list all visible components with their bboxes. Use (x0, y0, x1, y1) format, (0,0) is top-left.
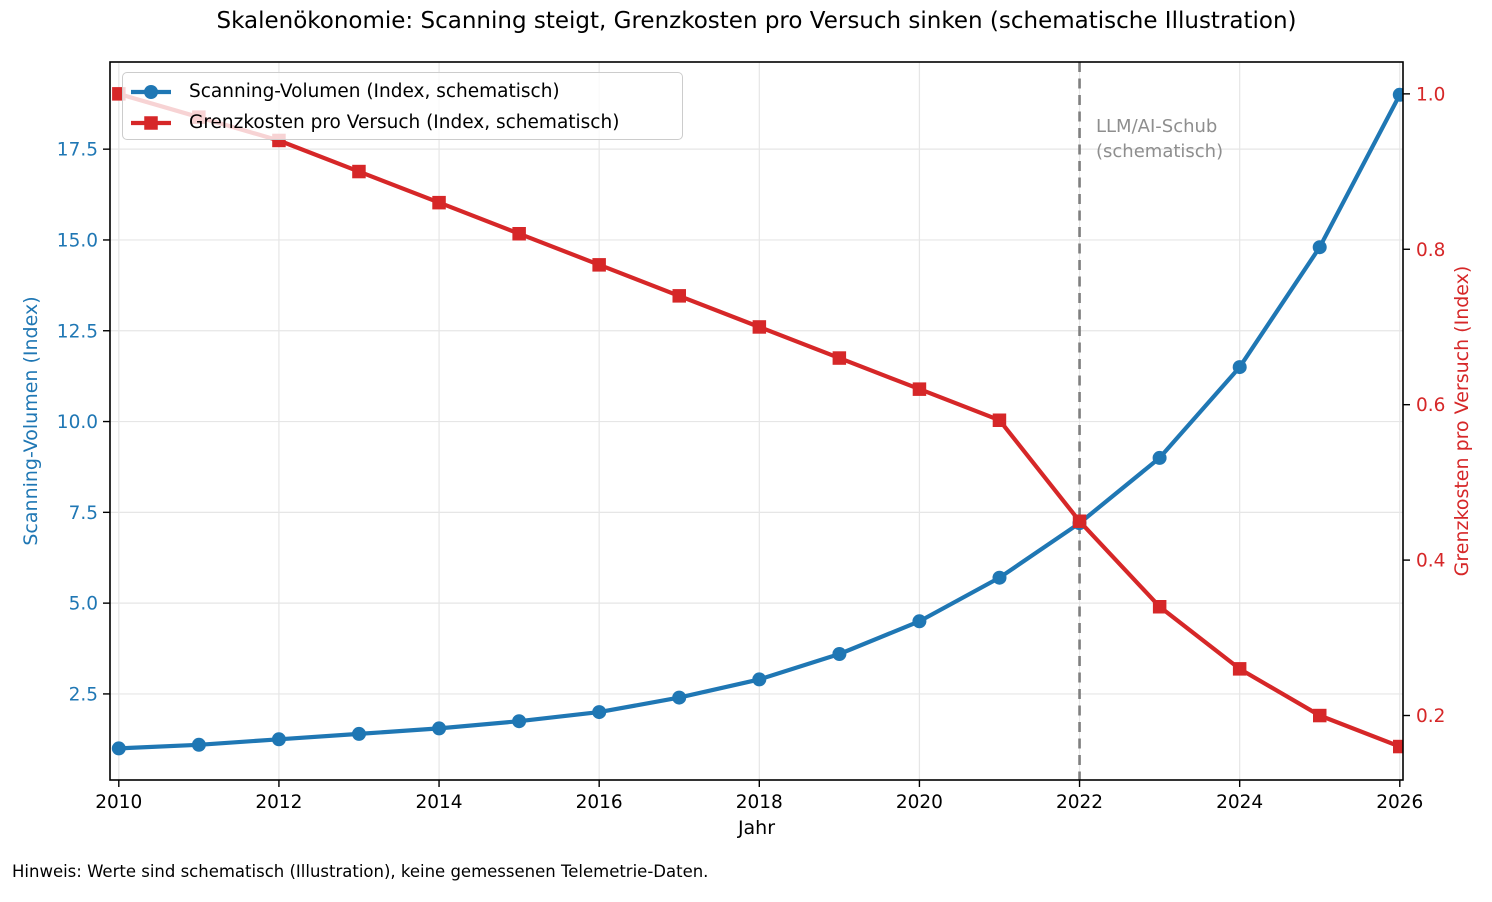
x-tick-label: 2016 (576, 792, 623, 813)
data-point-circle (672, 690, 687, 705)
legend-label: Grenzkosten pro Versuch (Index, schemati… (189, 112, 620, 133)
y-right-tick-label: 0.4 (1416, 551, 1445, 572)
data-point-circle (752, 672, 767, 687)
y-left-tick-label: 17.5 (57, 140, 98, 161)
data-point-square (512, 227, 526, 241)
data-point-square (832, 351, 847, 365)
footer-note: Hinweis: Werte sind schematisch (Illustr… (12, 862, 709, 881)
y-left-tick-label: 15.0 (57, 230, 98, 251)
data-point-circle (352, 726, 366, 741)
series-group (111, 87, 1403, 756)
x-tick-label: 2020 (896, 792, 943, 813)
y-axis-label-right: Grenzkosten pro Versuch (Index) (1451, 265, 1473, 577)
x-tick-label: 2018 (736, 792, 783, 813)
data-point-circle (832, 647, 847, 661)
event-annotation: LLM/AI-Schub (schematisch) (1096, 114, 1223, 164)
x-tick-label: 2026 (1376, 792, 1423, 813)
data-point-square (1232, 662, 1247, 676)
chart-title: Skalenökonomie: Scanning steigt, Grenzko… (216, 8, 1297, 34)
data-point-square (1152, 600, 1167, 614)
data-point-circle (1392, 87, 1403, 102)
legend: Scanning-Volumen (Index, schematisch) Gr… (122, 72, 683, 140)
data-point-square (352, 164, 366, 179)
data-point-circle (512, 714, 527, 729)
y-right-tick-label: 0.6 (1416, 395, 1445, 416)
data-point-square (432, 195, 446, 210)
x-tick-label: 2022 (1056, 792, 1103, 813)
data-point-circle (912, 614, 927, 629)
y-left-tick-label: 10.0 (57, 412, 98, 433)
x-tick-label: 2012 (255, 792, 302, 813)
x-axis-label: Jahr (737, 817, 776, 839)
event-annotation-line2: (schematisch) (1096, 141, 1224, 162)
data-point-circle (992, 570, 1007, 585)
legend-sample-marker (144, 115, 158, 130)
data-point-circle (1152, 450, 1167, 465)
x-tick-label: 2010 (95, 792, 142, 813)
legend-sample-line-circle-icon (131, 84, 171, 99)
data-point-square (1072, 514, 1087, 528)
event-annotation-line1: LLM/AI-Schub (1096, 116, 1218, 137)
y-right-tick-label: 1.0 (1416, 84, 1445, 105)
x-tick-label: 2024 (1216, 792, 1263, 813)
data-point-circle (592, 705, 607, 720)
y-left-tick-label: 7.5 (69, 503, 98, 524)
data-point-circle (1232, 360, 1247, 375)
data-point-square (912, 382, 927, 396)
data-point-square (752, 320, 767, 334)
data-point-circle (432, 721, 447, 736)
y-right-tick-label: 0.8 (1416, 240, 1445, 261)
data-point-square (592, 258, 606, 272)
data-point-circle (1312, 240, 1327, 255)
legend-item-grenzkosten: Grenzkosten pro Versuch (Index, schemati… (131, 107, 682, 138)
y-left-tick-label: 2.5 (69, 684, 98, 705)
data-point-circle (111, 741, 126, 756)
legend-sample-marker (144, 84, 158, 99)
data-point-circle (271, 732, 286, 747)
y-left-tick-label: 5.0 (69, 594, 98, 615)
data-point-circle (191, 737, 206, 752)
legend-item-scanning-volumen: Scanning-Volumen (Index, schematisch) (131, 76, 682, 107)
y-axis-label-left: Scanning-Volumen (Index) (20, 296, 42, 546)
legend-label: Scanning-Volumen (Index, schematisch) (189, 81, 560, 102)
legend-sample-line-square-icon (131, 115, 171, 130)
y-left-tick-label: 12.5 (57, 321, 98, 342)
data-point-square (1393, 739, 1403, 754)
data-point-square (992, 413, 1007, 427)
y-right-tick-label: 0.2 (1416, 706, 1445, 727)
data-point-square (672, 289, 686, 303)
x-tick-label: 2014 (416, 792, 463, 813)
data-point-square (1313, 708, 1327, 723)
